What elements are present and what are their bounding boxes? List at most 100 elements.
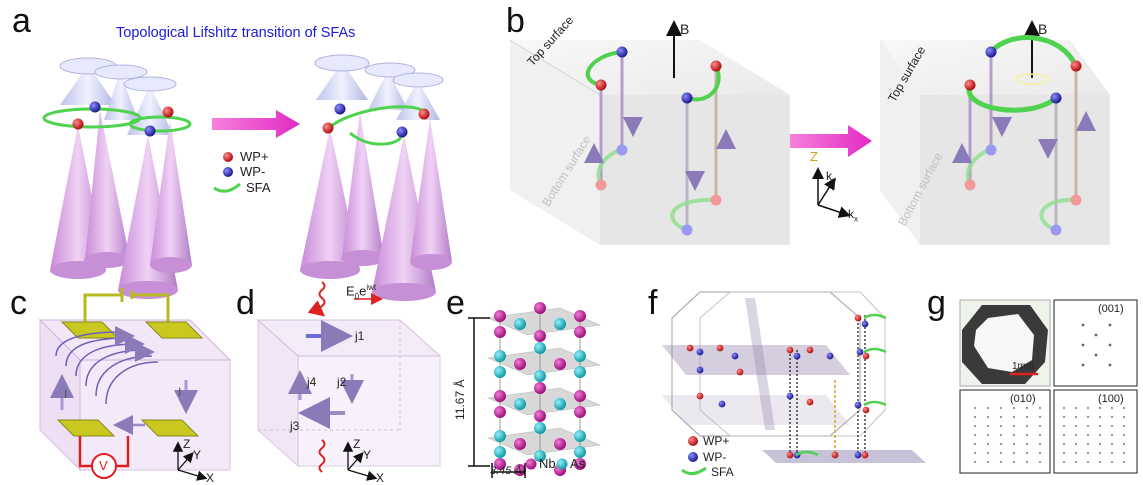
laue-100: [1053, 389, 1138, 474]
panel-letter-g: g: [927, 284, 946, 322]
panel-letter-f: f: [648, 284, 658, 322]
axis-z-d: Z: [353, 437, 361, 451]
laue-spot: [999, 433, 1003, 437]
laue-spot: [999, 415, 1003, 419]
laue-spot: [1110, 433, 1114, 437]
voltmeter-label: V: [99, 458, 108, 473]
as-atom: [574, 350, 586, 362]
current-label-left: I: [64, 387, 68, 401]
wp-plus-point: [862, 406, 870, 414]
box-before: [509, 20, 790, 245]
laue-spot: [1062, 415, 1066, 419]
laue-spot: [1062, 460, 1066, 464]
laue-spot: [986, 415, 990, 419]
laue-spot: [973, 460, 977, 464]
laue-spot: [986, 433, 990, 437]
panel-e: [468, 302, 602, 478]
laue-spot: [1086, 406, 1090, 410]
nb-atom: [494, 326, 506, 338]
laue-spot: [1074, 433, 1078, 437]
laue-spot: [973, 406, 977, 410]
f-legend-wp-plus: WP+: [703, 434, 730, 448]
panel-letter-e: e: [446, 284, 465, 322]
wp-plus-point: [736, 368, 744, 376]
current-label-right: I: [178, 385, 182, 399]
laue-spot: [1012, 424, 1016, 428]
laue-spot: [973, 451, 977, 455]
laue-spot: [1062, 442, 1066, 446]
nb-atom: [554, 358, 566, 370]
wp-minus-point: [786, 392, 794, 400]
as-atom: [494, 446, 506, 458]
panel-letter-d: d: [236, 284, 255, 322]
laue-spot: [1038, 442, 1042, 446]
as-legend-dot: [556, 458, 568, 470]
laue-spot: [1110, 415, 1114, 419]
as-atom: [494, 350, 506, 362]
wp-plus-point: [72, 118, 84, 130]
box-after: [880, 20, 1110, 245]
laue-spot: [1062, 451, 1066, 455]
wp-minus-point: [856, 348, 864, 356]
laue-spot: [1110, 451, 1114, 455]
legend-a: [213, 152, 241, 193]
nb-atom: [534, 410, 546, 422]
wp-minus-point: [854, 401, 862, 409]
laue-spot: [1122, 415, 1126, 419]
sfa-arc: [863, 347, 887, 354]
laue-spot: [1108, 323, 1112, 327]
as-legend: As: [570, 456, 586, 471]
laue-spot: [1098, 415, 1102, 419]
as-atom: [574, 446, 586, 458]
panel-b: [509, 20, 1110, 245]
nb-atom: [574, 406, 586, 418]
nb-atom: [494, 406, 506, 418]
laue-spot: [1122, 433, 1126, 437]
nb-atom: [574, 326, 586, 338]
as-atom: [554, 318, 566, 330]
laue-spot: [999, 424, 1003, 428]
laue-001: [1053, 299, 1138, 387]
as-atom: [574, 430, 586, 442]
laue-spot: [1108, 343, 1112, 347]
panel-f: [662, 291, 926, 475]
axis-x-c: X: [206, 471, 215, 485]
axis-x-d: X: [376, 471, 385, 485]
laue-spot: [1122, 406, 1126, 410]
laue-spot: [1086, 424, 1090, 428]
panel-letter-b: b: [506, 2, 525, 40]
voltmeter: [91, 453, 117, 479]
nb-atom: [514, 464, 526, 476]
wp-minus-point: [826, 352, 834, 360]
as-atom: [534, 450, 546, 462]
laue-spot: [1062, 424, 1066, 428]
panel-a: [42, 54, 452, 301]
laue-spot: [1086, 442, 1090, 446]
wp-minus-point: [718, 400, 726, 408]
wp-plus-point: [696, 392, 704, 400]
laue-spot: [1086, 415, 1090, 419]
legend-wp-minus: WP-: [240, 164, 266, 179]
laue-spot: [1110, 442, 1114, 446]
atoms-e: [494, 302, 586, 476]
axis-y-d: Y: [363, 448, 372, 462]
laue-spot: [1062, 433, 1066, 437]
laue-spot: [1025, 451, 1029, 455]
laue-spot: [1122, 451, 1126, 455]
nb-atom: [534, 382, 546, 394]
sfa-arc: [863, 313, 887, 320]
legend-sfa: SFA: [246, 180, 271, 195]
axes-b: [812, 167, 851, 218]
as-atom: [534, 342, 546, 354]
j2-label: j2: [337, 375, 347, 389]
laue-spot: [1122, 424, 1126, 428]
axis-z-b: Z: [810, 149, 818, 164]
axis-ky-b: ky: [826, 169, 836, 186]
nb-atom: [514, 438, 526, 450]
panel-letter-c: c: [10, 284, 27, 322]
wp-plus-point: [716, 344, 724, 352]
laue-spot: [986, 406, 990, 410]
laue-spot: [1012, 451, 1016, 455]
laue-spot: [986, 460, 990, 464]
